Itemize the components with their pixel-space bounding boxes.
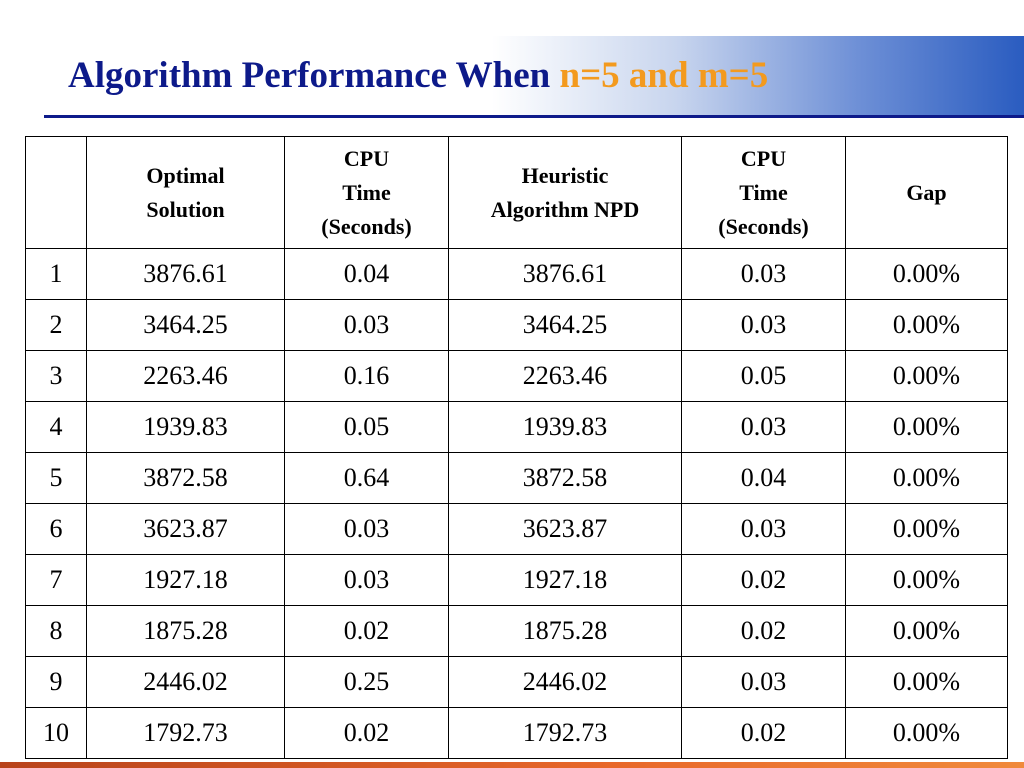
cell-cpu-time-optimal: 0.04 (284, 248, 449, 300)
table-row: 4 1939.83 0.05 1939.83 0.03 0.00% (25, 401, 1008, 453)
cell-gap: 0.00% (845, 503, 1008, 555)
cell-optimal-solution: 3876.61 (86, 248, 285, 300)
header-heuristic-npd: Heuristic Algorithm NPD (448, 136, 682, 249)
table-row: 7 1927.18 0.03 1927.18 0.02 0.00% (25, 554, 1008, 606)
cell-index: 8 (25, 605, 87, 657)
cell-cpu-time-optimal: 0.03 (284, 503, 449, 555)
cell-cpu-time-heuristic: 0.03 (681, 401, 846, 453)
cell-cpu-time-heuristic: 0.03 (681, 248, 846, 300)
cell-heuristic-npd: 1927.18 (448, 554, 682, 606)
cell-heuristic-npd: 1792.73 (448, 707, 682, 759)
cell-cpu-time-heuristic: 0.03 (681, 299, 846, 351)
cell-heuristic-npd: 3623.87 (448, 503, 682, 555)
header-index (25, 136, 87, 249)
header-optimal-solution: Optimal Solution (86, 136, 285, 249)
cell-index: 7 (25, 554, 87, 606)
cell-cpu-time-optimal: 0.03 (284, 554, 449, 606)
cell-heuristic-npd: 3876.61 (448, 248, 682, 300)
cell-cpu-time-heuristic: 0.03 (681, 656, 846, 708)
cell-heuristic-npd: 1939.83 (448, 401, 682, 453)
table-header-row: Optimal Solution CPU Time (Seconds) Heurist… (25, 136, 1008, 249)
table-row: 2 3464.25 0.03 3464.25 0.03 0.00% (25, 299, 1008, 351)
header-cpu-time-heuristic: CPU Time (Seconds) (681, 136, 846, 249)
cell-index: 2 (25, 299, 87, 351)
cell-cpu-time-heuristic: 0.02 (681, 605, 846, 657)
bottom-accent-bar (0, 762, 1024, 768)
title-main: Algorithm Performance When (68, 55, 560, 96)
cell-optimal-solution: 1792.73 (86, 707, 285, 759)
cell-index: 9 (25, 656, 87, 708)
cell-gap: 0.00% (845, 299, 1008, 351)
cell-gap: 0.00% (845, 401, 1008, 453)
cell-index: 3 (25, 350, 87, 402)
cell-cpu-time-optimal: 0.64 (284, 452, 449, 504)
cell-gap: 0.00% (845, 605, 1008, 657)
cell-cpu-time-optimal: 0.16 (284, 350, 449, 402)
cell-gap: 0.00% (845, 248, 1008, 300)
title-underline (44, 115, 1024, 118)
cell-heuristic-npd: 2263.46 (448, 350, 682, 402)
cell-index: 6 (25, 503, 87, 555)
header-gap: Gap (845, 136, 1008, 249)
table-row: 9 2446.02 0.25 2446.02 0.03 0.00% (25, 656, 1008, 708)
cell-index: 5 (25, 452, 87, 504)
cell-gap: 0.00% (845, 656, 1008, 708)
header-cpu-time-optimal: CPU Time (Seconds) (284, 136, 449, 249)
cell-optimal-solution: 1875.28 (86, 605, 285, 657)
table-row: 6 3623.87 0.03 3623.87 0.03 0.00% (25, 503, 1008, 555)
cell-gap: 0.00% (845, 554, 1008, 606)
cell-cpu-time-optimal: 0.05 (284, 401, 449, 453)
cell-optimal-solution: 1927.18 (86, 554, 285, 606)
cell-gap: 0.00% (845, 350, 1008, 402)
cell-cpu-time-optimal: 0.03 (284, 299, 449, 351)
cell-heuristic-npd: 2446.02 (448, 656, 682, 708)
cell-index: 10 (25, 707, 87, 759)
cell-cpu-time-heuristic: 0.05 (681, 350, 846, 402)
cell-heuristic-npd: 1875.28 (448, 605, 682, 657)
table-row: 10 1792.73 0.02 1792.73 0.02 0.00% (25, 707, 1008, 759)
cell-optimal-solution: 3464.25 (86, 299, 285, 351)
table-row: 8 1875.28 0.02 1875.28 0.02 0.00% (25, 605, 1008, 657)
cell-cpu-time-heuristic: 0.03 (681, 503, 846, 555)
cell-cpu-time-heuristic: 0.02 (681, 554, 846, 606)
cell-gap: 0.00% (845, 452, 1008, 504)
cell-gap: 0.00% (845, 707, 1008, 759)
cell-optimal-solution: 2446.02 (86, 656, 285, 708)
cell-optimal-solution: 3872.58 (86, 452, 285, 504)
cell-optimal-solution: 1939.83 (86, 401, 285, 453)
cell-cpu-time-optimal: 0.02 (284, 605, 449, 657)
performance-table: Optimal Solution CPU Time (Seconds) Heurist… (25, 136, 1008, 759)
slide-title: Algorithm Performance When n=5 and m=5 (68, 54, 768, 98)
cell-cpu-time-optimal: 0.02 (284, 707, 449, 759)
title-band (0, 36, 1024, 116)
cell-index: 4 (25, 401, 87, 453)
cell-heuristic-npd: 3464.25 (448, 299, 682, 351)
cell-cpu-time-optimal: 0.25 (284, 656, 449, 708)
cell-optimal-solution: 3623.87 (86, 503, 285, 555)
cell-cpu-time-heuristic: 0.04 (681, 452, 846, 504)
cell-heuristic-npd: 3872.58 (448, 452, 682, 504)
cell-index: 1 (25, 248, 87, 300)
table-row: 3 2263.46 0.16 2263.46 0.05 0.00% (25, 350, 1008, 402)
cell-cpu-time-heuristic: 0.02 (681, 707, 846, 759)
table-body: 1 3876.61 0.04 3876.61 0.03 0.00% 2 3464.25 0.03… (25, 248, 1008, 759)
cell-optimal-solution: 2263.46 (86, 350, 285, 402)
table-row: 5 3872.58 0.64 3872.58 0.04 0.00% (25, 452, 1008, 504)
table-row: 1 3876.61 0.04 3876.61 0.03 0.00% (25, 248, 1008, 300)
title-accent: n=5 and m=5 (559, 55, 769, 96)
